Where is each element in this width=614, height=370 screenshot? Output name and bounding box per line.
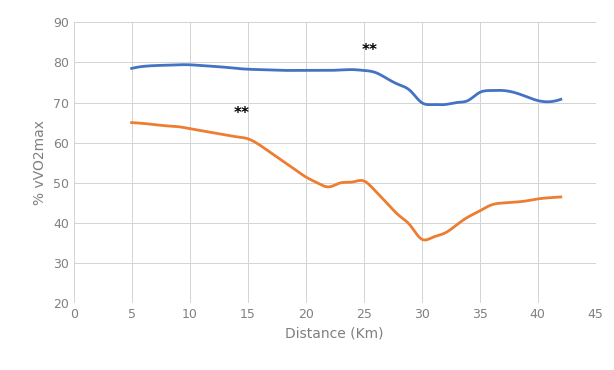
Y-axis label: % vVO2max: % vVO2max: [33, 120, 47, 205]
X-axis label: Distance (Km): Distance (Km): [286, 327, 384, 341]
Text: **: **: [362, 43, 378, 58]
Text: **: **: [234, 105, 250, 121]
